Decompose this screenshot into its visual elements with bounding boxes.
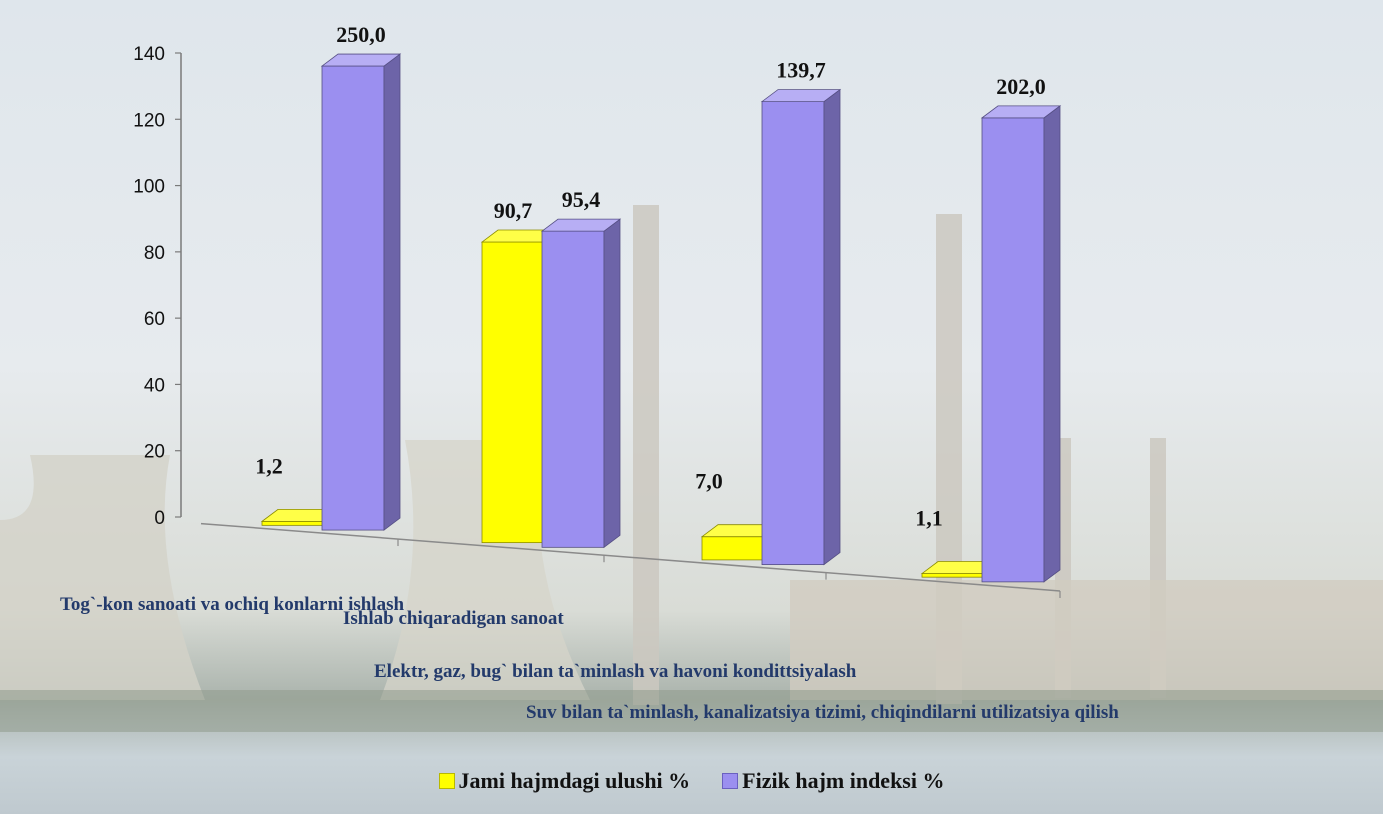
y-tick-label: 40 [144, 375, 165, 396]
y-tick-label: 100 [133, 177, 165, 198]
data-label: 250,0 [336, 22, 386, 47]
bar-index-4 [980, 105, 1062, 583]
data-label: 7,0 [695, 469, 723, 494]
data-label: 202,0 [996, 74, 1046, 99]
treeline [0, 690, 1383, 732]
legend-label-series-2: Fizik hajm indeksi % [742, 768, 945, 793]
category-label: Suv bilan ta`minlash, kanalizatsiya tizi… [526, 702, 1119, 723]
bar-side [603, 218, 621, 549]
bar-front [321, 65, 385, 531]
data-label: 1,2 [255, 453, 283, 478]
bar-index-1 [320, 53, 402, 531]
category-label: Ishlab chiqaradigan sanoat [343, 608, 564, 629]
bar-top [540, 218, 622, 232]
legend-swatch-purple [722, 773, 739, 789]
legend-item-series-2: Fizik hajm indeksi % [722, 768, 944, 794]
x-axis-line [200, 522, 1061, 592]
bar-index-3 [760, 88, 842, 566]
legend-label-series-1: Jami hajmdagi ulushi % [458, 768, 691, 793]
y-tick-label: 120 [133, 110, 165, 131]
y-tick-label: 80 [144, 243, 165, 264]
data-label: 139,7 [776, 58, 826, 83]
data-label: 90,7 [494, 198, 533, 223]
cooling-tower-left [0, 455, 205, 700]
y-tick-label: 140 [133, 44, 165, 65]
y-tick-label: 0 [154, 508, 165, 529]
category-label: Tog`-kon sanoati va ochiq konlarni ishla… [60, 594, 404, 615]
bar-front [921, 573, 985, 578]
smokestack-1 [633, 205, 659, 705]
legend-item-series-1: Jami hajmdagi ulushi % [438, 768, 691, 794]
background-scene [0, 205, 1383, 732]
bar-side [823, 88, 841, 566]
category-label: Elektr, gaz, bug` bilan ta`minlash va ha… [374, 661, 857, 682]
bar-top [760, 89, 842, 103]
bar-top [980, 105, 1062, 119]
data-label: 1,1 [915, 506, 943, 531]
bar-front [981, 117, 1045, 583]
bar-front [541, 230, 605, 548]
legend: Jami hajmdagi ulushi % Fizik hajm indeks… [0, 768, 1383, 794]
bar-index-2 [540, 218, 622, 549]
power-plant-building [790, 580, 1383, 700]
bar-front [761, 101, 825, 566]
bar-side [383, 53, 401, 531]
y-tick-label: 60 [144, 309, 165, 330]
bar-front [261, 520, 325, 526]
data-label: 95,4 [562, 187, 601, 212]
legend-swatch-yellow [438, 773, 455, 789]
y-tick-label: 20 [144, 442, 165, 463]
bar-front [701, 536, 765, 561]
bar-top [320, 53, 402, 67]
bar-front [481, 241, 545, 544]
bar-side [1043, 105, 1061, 583]
